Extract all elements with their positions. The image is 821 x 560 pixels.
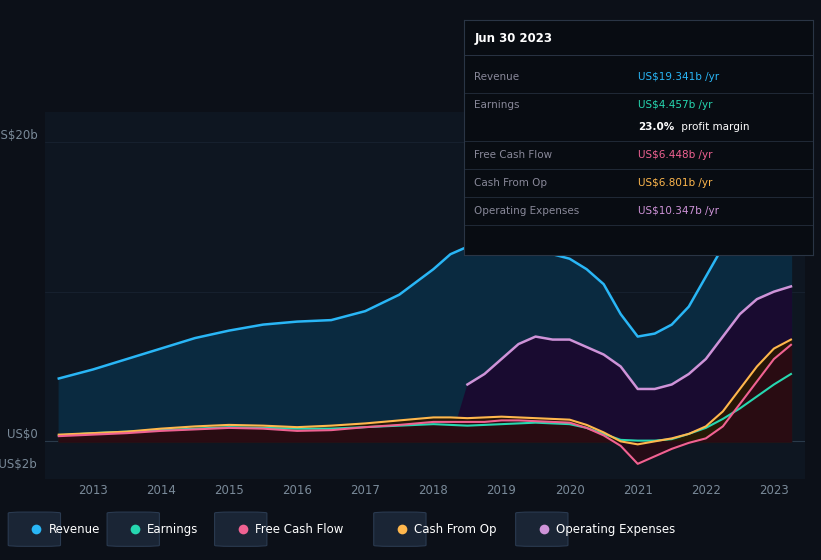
FancyBboxPatch shape (516, 512, 568, 547)
Text: US$0: US$0 (7, 428, 38, 441)
Text: Free Cash Flow: Free Cash Flow (475, 150, 553, 160)
Text: -US$2b: -US$2b (0, 458, 38, 472)
FancyBboxPatch shape (374, 512, 426, 547)
Text: US$6.448b /yr: US$6.448b /yr (639, 150, 713, 160)
Text: Cash From Op: Cash From Op (475, 178, 548, 188)
Text: Operating Expenses: Operating Expenses (556, 522, 675, 536)
Text: Revenue: Revenue (475, 72, 520, 82)
Text: US$4.457b /yr: US$4.457b /yr (639, 100, 713, 110)
Text: Free Cash Flow: Free Cash Flow (255, 522, 343, 536)
Text: US$10.347b /yr: US$10.347b /yr (639, 206, 719, 216)
FancyBboxPatch shape (214, 512, 267, 547)
FancyBboxPatch shape (8, 512, 61, 547)
FancyBboxPatch shape (107, 512, 159, 547)
Text: profit margin: profit margin (678, 122, 750, 132)
Text: Jun 30 2023: Jun 30 2023 (475, 32, 553, 45)
Text: Earnings: Earnings (475, 100, 520, 110)
Text: US$20b: US$20b (0, 129, 38, 142)
Text: Earnings: Earnings (147, 522, 199, 536)
Text: US$19.341b /yr: US$19.341b /yr (639, 72, 719, 82)
Text: US$6.801b /yr: US$6.801b /yr (639, 178, 713, 188)
Text: Cash From Op: Cash From Op (414, 522, 497, 536)
Text: 23.0%: 23.0% (639, 122, 675, 132)
Text: Revenue: Revenue (48, 522, 100, 536)
Text: Operating Expenses: Operating Expenses (475, 206, 580, 216)
